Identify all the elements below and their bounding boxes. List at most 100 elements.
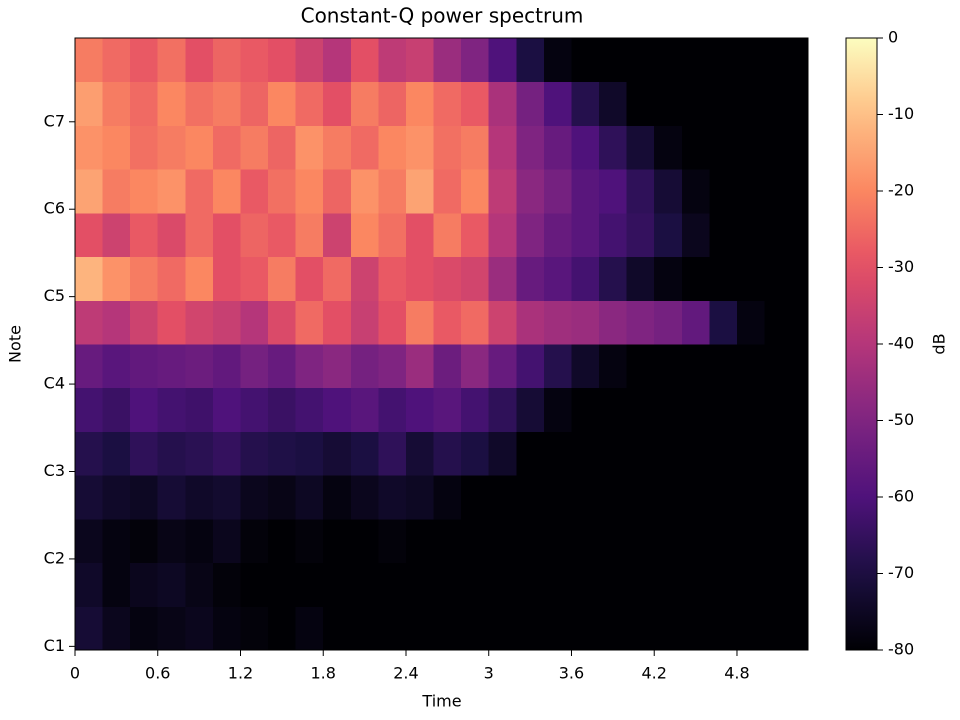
heatmap-cell: [433, 169, 462, 214]
heatmap-cell: [350, 606, 379, 651]
heatmap-cell: [736, 125, 766, 170]
heatmap-cell: [157, 518, 186, 564]
heatmap-cell: [185, 518, 214, 564]
heatmap-cell: [626, 475, 655, 520]
heatmap-cell: [792, 212, 809, 258]
heatmap-cell: [736, 212, 766, 258]
heatmap-cell: [350, 125, 379, 170]
heatmap-cell: [792, 606, 809, 651]
heatmap-cell: [350, 431, 379, 476]
heatmap-cell: [157, 606, 186, 651]
chart-title: Constant-Q power spectrum: [301, 4, 584, 28]
heatmap-cell: [323, 256, 352, 301]
heatmap-cell: [488, 300, 517, 345]
heatmap-cell: [268, 256, 297, 301]
heatmap-cell: [736, 606, 766, 651]
heatmap-cell: [295, 431, 324, 476]
heatmap-cell: [461, 606, 490, 651]
heatmap-cell: [130, 256, 159, 301]
heatmap-cell: [764, 256, 793, 301]
heatmap-cell: [323, 475, 352, 520]
heatmap-cell: [433, 518, 462, 564]
heatmap-cell: [571, 606, 600, 651]
heatmap-cell: [709, 81, 738, 126]
heatmap-cell: [323, 431, 352, 476]
heatmap-cell: [323, 518, 352, 564]
heatmap-cell: [571, 344, 600, 389]
heatmap-cell: [433, 562, 462, 607]
heatmap-cell: [488, 518, 517, 564]
heatmap-cell: [157, 38, 186, 83]
heatmap-cell: [268, 475, 297, 520]
heatmap-cell: [102, 38, 131, 83]
x-tick-label: 3: [484, 664, 494, 683]
heatmap-cell: [240, 81, 269, 126]
heatmap-cell: [736, 387, 766, 432]
heatmap-cell: [626, 387, 655, 432]
heatmap-cell: [599, 300, 628, 345]
heatmap-cell: [295, 38, 324, 83]
heatmap-cell: [185, 475, 214, 520]
x-tick-label: 1.2: [228, 664, 253, 683]
y-tick-label: C5: [44, 286, 65, 305]
heatmap-cell: [764, 387, 793, 432]
heatmap-cell: [405, 169, 435, 214]
heatmap-cell: [599, 387, 628, 432]
heatmap-cell: [681, 431, 710, 476]
colorbar-tick-label: -50: [888, 410, 914, 429]
heatmap-cell: [488, 38, 517, 83]
heatmap-cell: [185, 431, 214, 476]
y-tick-label: C3: [44, 461, 65, 480]
heatmap-cell: [75, 475, 104, 520]
heatmap-cell: [543, 212, 572, 258]
heatmap-cell: [709, 562, 738, 607]
heatmap-cell: [102, 81, 131, 126]
heatmap-cell: [736, 431, 766, 476]
heatmap-cell: [212, 125, 241, 170]
heatmap-cell: [599, 431, 628, 476]
heatmap-cell: [240, 344, 269, 389]
heatmap-cell: [240, 387, 269, 432]
y-tick-label: C7: [44, 111, 65, 130]
heatmap-cell: [185, 387, 214, 432]
heatmap-cell: [792, 125, 809, 170]
heatmap-cell: [433, 81, 462, 126]
heatmap-cell: [405, 256, 435, 301]
y-tick-label: C1: [44, 636, 65, 655]
heatmap-cell: [764, 344, 793, 389]
colorbar-tick-label: -70: [888, 563, 914, 582]
colorbar-tick-label: -80: [888, 640, 914, 659]
heatmap-cell: [626, 212, 655, 258]
heatmap-cell: [323, 125, 352, 170]
heatmap-cell: [792, 38, 809, 83]
colorbar-tick-label: 0: [888, 28, 898, 47]
heatmap-cell: [433, 300, 462, 345]
heatmap-cell: [240, 475, 269, 520]
heatmap-cell: [599, 125, 628, 170]
heatmap-cell: [350, 475, 379, 520]
heatmap-cell: [240, 169, 269, 214]
heatmap-cell: [543, 387, 572, 432]
heatmap-cell: [709, 212, 738, 258]
heatmap-cell: [461, 475, 490, 520]
heatmap-cell: [212, 300, 241, 345]
heatmap-cell: [378, 300, 407, 345]
heatmap-cell: [571, 387, 600, 432]
heatmap-cell: [268, 125, 297, 170]
heatmap-cell: [240, 431, 269, 476]
heatmap-cell: [488, 81, 517, 126]
heatmap-cell: [185, 169, 214, 214]
heatmap-cell: [654, 125, 683, 170]
heatmap-cell: [295, 212, 324, 258]
x-tick-label: 1.8: [311, 664, 336, 683]
heatmap-cell: [75, 344, 104, 389]
heatmap-cell: [433, 212, 462, 258]
heatmap-cell: [157, 256, 186, 301]
heatmap-cell: [681, 518, 710, 564]
heatmap-cell: [130, 562, 159, 607]
heatmap-cell: [102, 518, 131, 564]
heatmap-cell: [295, 81, 324, 126]
heatmap-cell: [268, 212, 297, 258]
heatmap-cell: [516, 125, 545, 170]
heatmap-cell: [157, 81, 186, 126]
